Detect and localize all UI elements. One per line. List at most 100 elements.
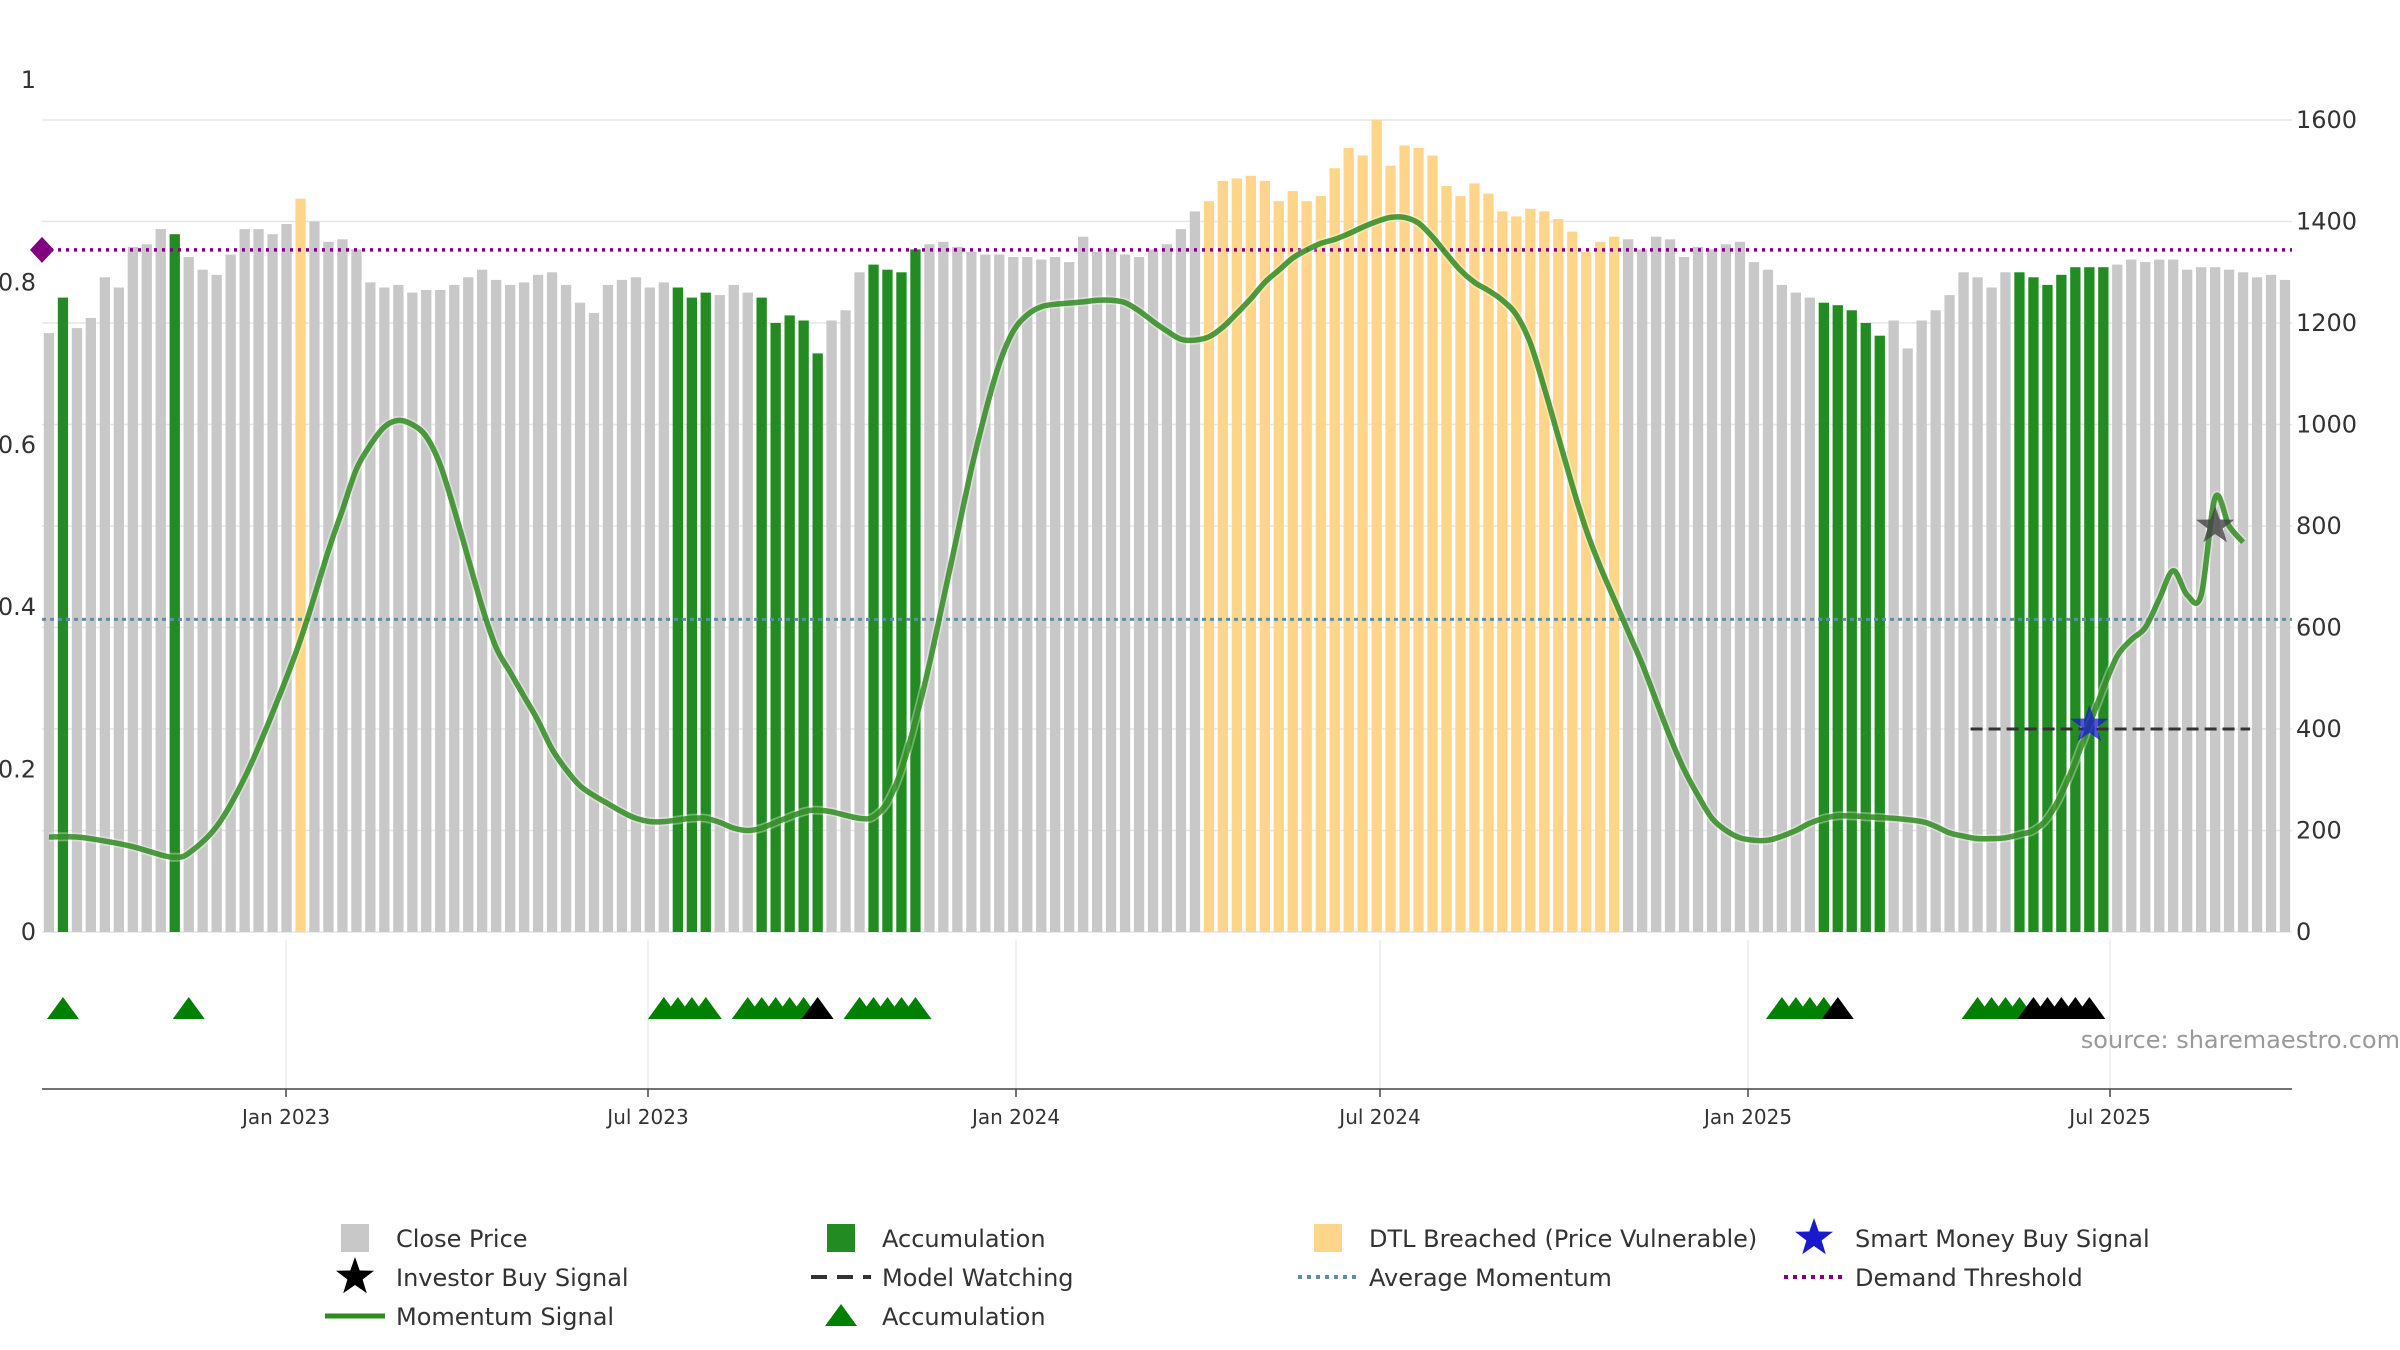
dtl-breached-bar (1217, 180, 1228, 932)
close-price-bar (1651, 236, 1662, 932)
signal-markers (2070, 506, 2235, 742)
y-right-tick-label: 1400 (2296, 208, 2357, 236)
close-price-bar (1776, 284, 1787, 932)
accumulation-bar (2084, 267, 2095, 932)
close-price-bar (2140, 262, 2151, 933)
legend-swatch-dtl (1314, 1224, 1342, 1252)
dtl-breached-bar (1595, 241, 1606, 933)
accumulation-bar (686, 297, 697, 933)
signal-strip (46, 940, 2111, 1090)
bar-series (43, 120, 2291, 933)
legend-label: Model Watching (882, 1264, 1074, 1292)
close-price-bar (546, 272, 558, 933)
dtl-breached-bar (1245, 175, 1256, 933)
y-right-tick-label: 1200 (2296, 309, 2357, 337)
accumulation-bar (672, 287, 683, 932)
signal-triangle (801, 997, 834, 1019)
legend-label: Accumulation (882, 1225, 1046, 1253)
close-price-bar (127, 246, 138, 932)
close-price-bar (85, 317, 96, 932)
close-price-bar (239, 229, 250, 933)
accumulation-bar (2042, 284, 2053, 932)
close-price-bar (421, 290, 432, 932)
accumulation-triangle (899, 997, 932, 1019)
close-price-bar (1105, 249, 1117, 932)
accumulation-bar (1874, 335, 1885, 932)
legend-swatch-accumulation (827, 1224, 855, 1252)
close-price-bar (1175, 229, 1187, 933)
y-left-tick-label: 0 (21, 918, 36, 946)
accumulation-bar (812, 353, 823, 932)
y-left-tick-label: 0.6 (0, 431, 36, 459)
close-price-bar (1008, 257, 1019, 932)
source-label: source: sharemaestro.com (2081, 1026, 2400, 1054)
close-price-bar (588, 312, 600, 932)
close-price-bar (1902, 348, 1913, 932)
close-price-bar (267, 234, 278, 932)
close-price-bar (532, 274, 544, 932)
close-price-bar (1944, 295, 1955, 933)
dtl-breached-bar (1343, 147, 1354, 932)
close-price-bar (71, 328, 83, 933)
close-price-bar (2223, 269, 2235, 932)
accumulation-bar (2070, 267, 2081, 932)
momentum-series (48, 212, 2247, 862)
close-price-bar (407, 292, 418, 933)
accumulation-triangle (46, 997, 79, 1019)
dtl-breached-bar (1609, 236, 1620, 932)
close-price-bar (113, 287, 124, 932)
y-right-tick-label: 0 (2296, 918, 2311, 946)
close-price-bar (155, 229, 166, 933)
accumulation-bar (2014, 272, 2025, 933)
legend-label: Smart Money Buy Signal (1855, 1225, 2150, 1253)
accumulation-bar (784, 315, 795, 932)
y-right-tick-label: 1600 (2296, 106, 2357, 134)
close-price-bar (1762, 269, 1774, 932)
close-price-bar (379, 287, 390, 932)
accumulation-bar (910, 249, 921, 932)
close-price-bar (183, 257, 194, 932)
dtl-breached-bar (1427, 155, 1438, 932)
dtl-breached-bar (1553, 219, 1564, 932)
close-price-bar (826, 320, 837, 932)
dtl-breached-bar (1539, 211, 1550, 932)
close-price-bar (197, 269, 208, 932)
close-price-bar (1664, 239, 1676, 933)
close-price-bar (2265, 274, 2277, 932)
dtl-breached-bar (1567, 231, 1578, 933)
legend-triangle-triangle (825, 1304, 857, 1326)
y-right-tick-label: 800 (2296, 512, 2342, 540)
close-price-bar (393, 284, 404, 932)
close-price-bar (1986, 287, 1997, 932)
close-price-bar (1147, 249, 1159, 932)
close-price-bar (630, 277, 642, 932)
dtl-breached-bar (1413, 147, 1424, 932)
dtl-breached-bar (1273, 201, 1284, 932)
dtl-breached-bar (1399, 145, 1410, 932)
y-axis-left: 0 0.2 0.4 0.6 0.8 1 (0, 66, 36, 946)
close-price-bar (2126, 259, 2137, 933)
close-price-bar (449, 284, 460, 932)
dtl-breached-bar (1497, 211, 1508, 932)
dtl-breached-bar (1315, 196, 1326, 933)
dtl-breached-bar (1203, 201, 1215, 932)
close-price-bar (1748, 262, 1760, 933)
threshold-lines (30, 236, 2292, 731)
y-right-tick-label: 600 (2296, 614, 2342, 642)
dtl-breached-bar (1483, 193, 1494, 933)
y-left-tick-label: 0.8 (0, 268, 36, 296)
close-price-bar (1888, 320, 1899, 932)
y-right-tick-label: 200 (2296, 817, 2342, 845)
close-price-bar (714, 295, 725, 933)
accumulation-bar (756, 297, 767, 933)
close-price-bar (1161, 244, 1173, 933)
x-tick-label: Jan 2023 (240, 1105, 330, 1129)
close-price-bar (99, 277, 110, 932)
y-right-tick-label: 400 (2296, 715, 2342, 743)
close-price-bar (644, 287, 655, 932)
close-price-bar (519, 282, 530, 932)
close-price-bar (980, 254, 991, 932)
close-price-bar (351, 249, 362, 932)
close-price-bar (2210, 267, 2221, 932)
